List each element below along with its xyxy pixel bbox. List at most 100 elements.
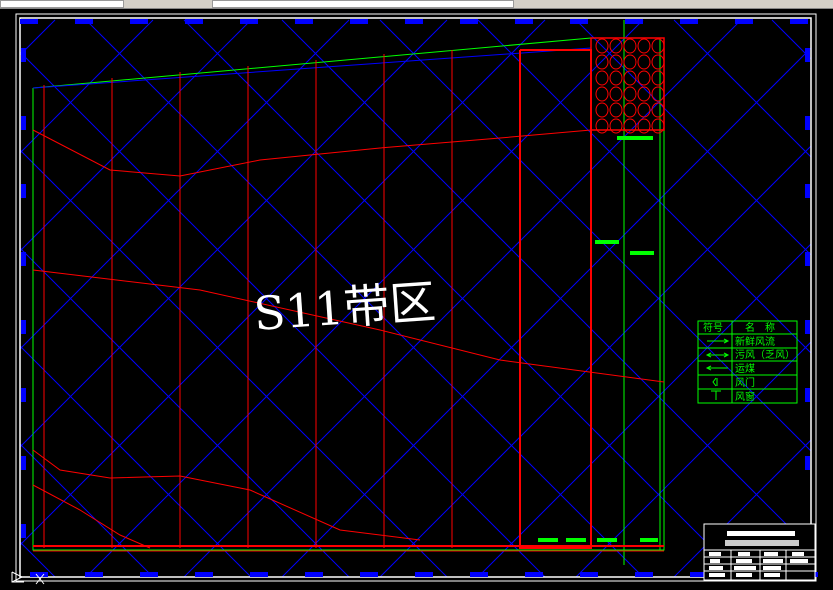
rock: [651, 118, 665, 134]
rock: [651, 54, 665, 70]
grid-line: [20, 19, 252, 252]
rock: [595, 54, 609, 70]
grid-line: [575, 341, 811, 577]
border-tick: [635, 572, 653, 577]
rock: [637, 54, 651, 70]
zone-label: S11带区: [252, 274, 437, 341]
rock: [637, 86, 651, 102]
rock: [623, 38, 637, 54]
grid-line: [85, 19, 644, 577]
command-field[interactable]: [212, 0, 514, 8]
border-tick: [295, 19, 313, 24]
border-tick: [195, 572, 213, 577]
border-tick: [21, 456, 26, 470]
legend-table: [697, 320, 798, 404]
grid-line: [20, 19, 350, 350]
layer-dropdown[interactable]: [0, 0, 124, 8]
rock: [623, 102, 637, 118]
grid-line: [673, 439, 811, 577]
border-tick: [580, 572, 598, 577]
grid-line: [20, 345, 252, 577]
border-tick: [805, 48, 810, 62]
grid-line: [379, 19, 811, 452]
rock: [609, 38, 623, 54]
legend-name: 运煤: [735, 362, 755, 375]
rock: [595, 102, 609, 118]
border-tick: [735, 19, 753, 24]
rock: [609, 118, 623, 134]
border-tick: [805, 320, 810, 334]
border-tick: [570, 19, 588, 24]
rock: [623, 118, 637, 134]
arrow-left-icon: [705, 365, 728, 371]
border-tick: [625, 19, 643, 24]
legend-name: 风窗: [735, 390, 755, 403]
border-tick: [360, 572, 378, 577]
border-tick: [85, 572, 103, 577]
border-tick: [680, 19, 698, 24]
boundary-line: [32, 47, 592, 89]
rock: [623, 70, 637, 86]
border-tick: [21, 48, 26, 62]
border-tick: [350, 19, 368, 24]
border-tick: [30, 572, 48, 577]
border-tick: [75, 19, 93, 24]
rock: [609, 102, 623, 118]
double-arrow-icon: [705, 352, 730, 358]
grid-line: [20, 19, 56, 56]
grid-line: [20, 19, 154, 154]
grid-line: [183, 19, 742, 577]
rock: [637, 38, 651, 54]
border-tick: [250, 572, 268, 577]
grid-line: [575, 19, 811, 256]
border-tick: [21, 116, 26, 130]
rock: [651, 38, 665, 54]
border-tick: [470, 572, 488, 577]
air-door-icon: [712, 377, 718, 387]
border-tick: [130, 19, 148, 24]
border-tick: [415, 572, 433, 577]
rock: [637, 70, 651, 86]
outer-frame: [15, 13, 817, 582]
air-window-icon: [711, 390, 721, 400]
border-tick: [305, 572, 323, 577]
border-tick: [21, 320, 26, 334]
border-tick: [790, 19, 808, 24]
legend-name: 新鲜风流: [735, 335, 775, 348]
rock: [651, 102, 665, 118]
border-tick: [21, 388, 26, 402]
legend-header-symbol: 符号: [703, 321, 723, 334]
legend-name: 风门: [735, 376, 755, 389]
rock: [651, 86, 665, 102]
legend-name: 污风（乏风）: [735, 349, 795, 361]
ucs-icon: [11, 571, 45, 585]
border-tick: [805, 184, 810, 198]
rock: [623, 86, 637, 102]
border-tick: [21, 252, 26, 266]
rock: [623, 54, 637, 70]
toolbar: [0, 0, 833, 9]
rock: [609, 86, 623, 102]
grid-line: [20, 541, 56, 577]
rock: [595, 70, 609, 86]
grid-line: [281, 47, 811, 577]
border-tick: [140, 572, 158, 577]
coordinate-grid: [20, 19, 811, 577]
arrow-right-icon: [707, 338, 730, 344]
grid-line: [673, 19, 811, 158]
rock: [595, 38, 609, 54]
border-tick: [185, 19, 203, 24]
grid-line: [771, 19, 811, 60]
rock: [595, 118, 609, 134]
roadways: [32, 49, 665, 552]
border-tick: [460, 19, 478, 24]
border-tick: [690, 572, 708, 577]
rock: [637, 118, 651, 134]
grid-line: [771, 537, 811, 577]
grid-line: [477, 243, 811, 577]
border-tick: [515, 19, 533, 24]
border-tick: [805, 252, 810, 266]
border-tick: [805, 116, 810, 130]
ventilation-markers: [538, 136, 658, 542]
